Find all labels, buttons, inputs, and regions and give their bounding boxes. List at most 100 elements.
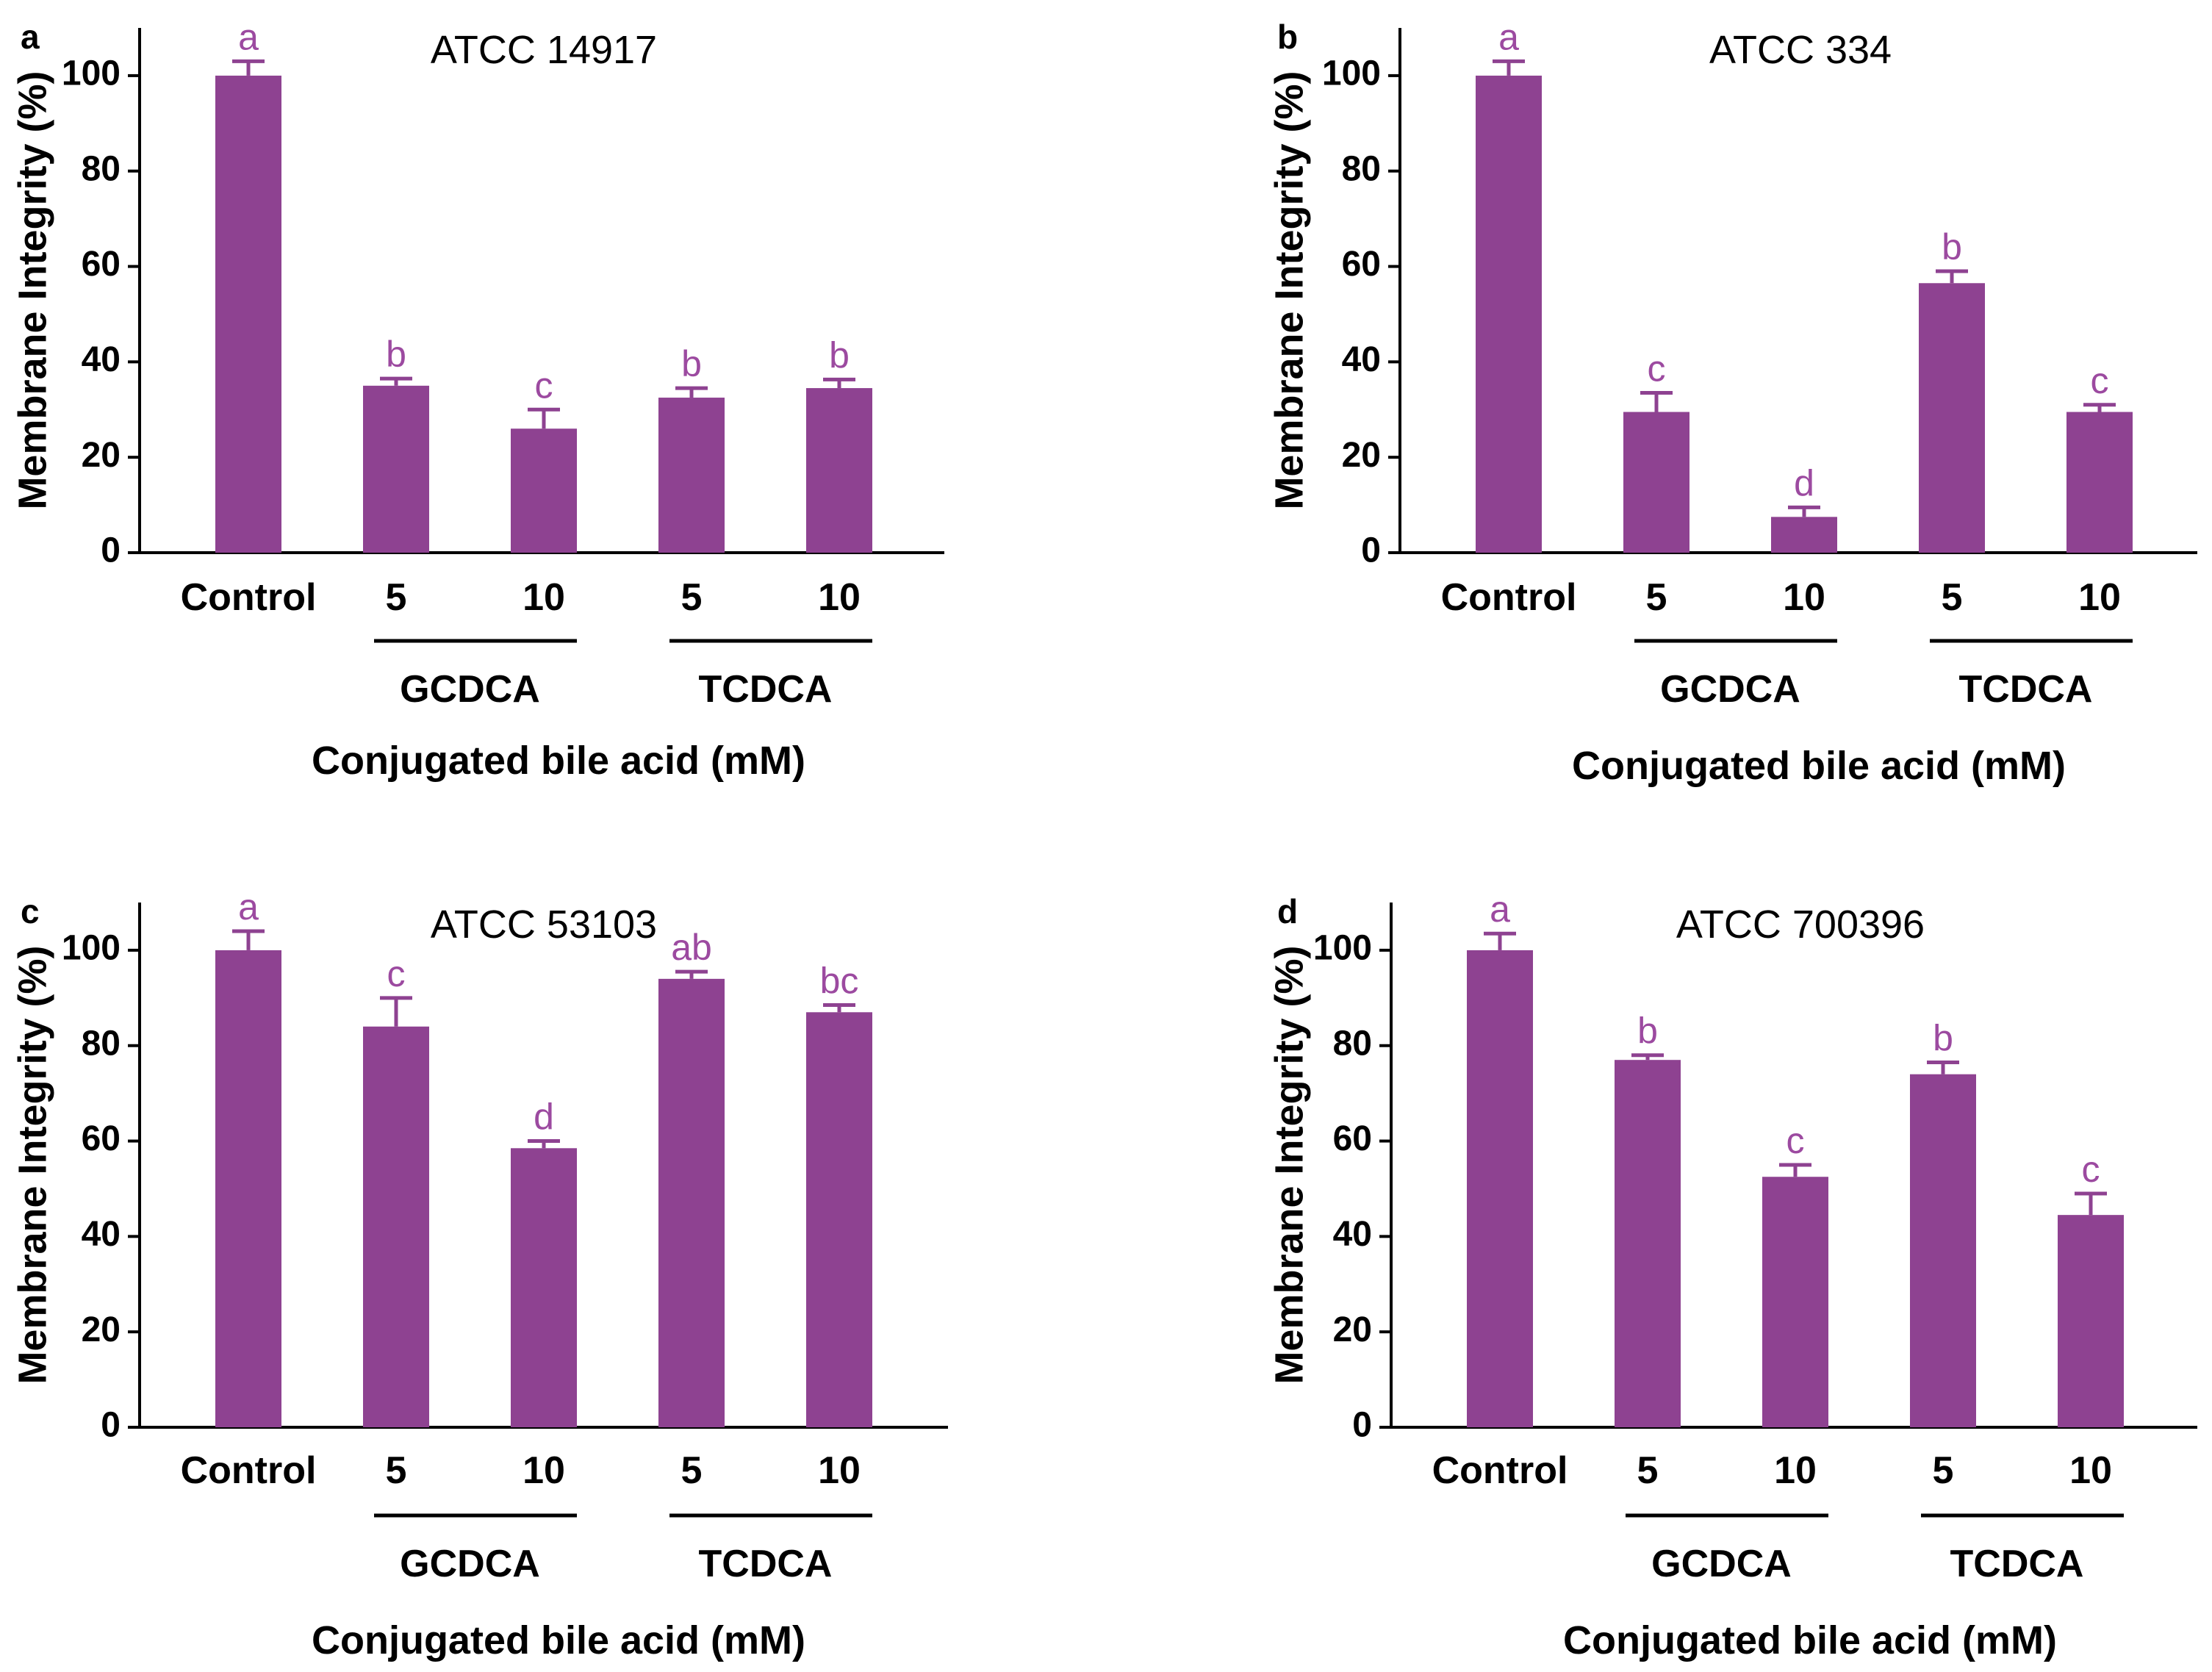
chart4-group-label: TCDCA xyxy=(1950,1543,2084,1585)
chart3-category-label: Control xyxy=(181,1449,317,1492)
chart4-title: ATCC 700396 xyxy=(1676,903,1925,947)
chart3-significance-label: d xyxy=(534,1097,554,1138)
chart3-group-label: GCDCA xyxy=(400,1543,540,1585)
chart4-y-tick-label: 100 xyxy=(1313,929,1372,968)
chart2-category-label: Control xyxy=(1441,576,1577,619)
chart4-x-axis-label: Conjugated bile acid (mM) xyxy=(1563,1618,2057,1662)
chart2-y-axis-label: Membrane Integrity (%) xyxy=(1267,71,1311,509)
chart4-category-label: 10 xyxy=(1774,1449,1817,1492)
chart1-significance-label: b xyxy=(681,343,702,384)
chart3-significance-label: a xyxy=(238,886,259,928)
chart3-y-axis-label: Membrane Integrity (%) xyxy=(10,945,54,1384)
chart1-group-label: TCDCA xyxy=(699,668,833,711)
chart4-y-tick-label: 0 xyxy=(1352,1406,1372,1445)
chart2-x-axis-label: Conjugated bile acid (mM) xyxy=(1572,744,2066,788)
chart3-category-label: 5 xyxy=(386,1449,407,1492)
chart2-bar xyxy=(1476,75,1542,553)
chart4-y-tick-label: 20 xyxy=(1333,1310,1372,1349)
chart1-y-axis-label: Membrane Integrity (%) xyxy=(10,71,54,509)
chart3-y-tick-label: 40 xyxy=(82,1215,121,1254)
chart1-group-label: GCDCA xyxy=(400,668,540,711)
chart1-category-label: 5 xyxy=(386,576,407,619)
chart3-y-tick-label: 20 xyxy=(82,1310,121,1349)
chart4-category-label: 5 xyxy=(1637,1449,1659,1492)
chart4-significance-label: c xyxy=(2082,1149,2100,1190)
chart4-y-tick-label: 60 xyxy=(1333,1119,1372,1158)
chart2-bar xyxy=(1623,412,1689,553)
chart3-title: ATCC 53103 xyxy=(431,903,657,947)
chart4-bar xyxy=(1615,1060,1681,1427)
chart4-significance-label: b xyxy=(1637,1011,1658,1052)
chart1-y-tick-label: 60 xyxy=(82,245,121,284)
chart1-significance-label: b xyxy=(829,334,850,376)
chart2-y-tick-label: 60 xyxy=(1342,245,1381,284)
chart2-bar xyxy=(2066,412,2133,553)
chart1-significance-label: c xyxy=(535,365,553,406)
chart1-y-tick-label: 40 xyxy=(82,340,121,379)
chart1-title: ATCC 14917 xyxy=(431,28,657,72)
chart2-title: ATCC 334 xyxy=(1709,28,1892,72)
chart1-bar xyxy=(511,428,577,553)
chart4-y-axis-label: Membrane Integrity (%) xyxy=(1267,945,1311,1384)
chart4-significance-label: b xyxy=(1933,1017,1953,1058)
chart3-y-tick-label: 60 xyxy=(82,1119,121,1158)
chart4-y-tick-label: 80 xyxy=(1333,1024,1372,1063)
chart1-significance-label: a xyxy=(238,16,259,57)
chart1-bar xyxy=(658,398,725,553)
chart3-bar xyxy=(363,1026,429,1427)
chart2-y-tick-label: 20 xyxy=(1342,436,1381,475)
chart1-panel-letter: a xyxy=(21,18,40,56)
chart2-y-tick-label: 100 xyxy=(1322,54,1381,93)
chart1-bar xyxy=(215,75,281,553)
chart3-bar xyxy=(658,978,725,1427)
chart1-x-axis-label: Conjugated bile acid (mM) xyxy=(312,739,805,783)
chart1-y-tick-label: 80 xyxy=(82,149,121,188)
chart1-y-tick-label: 100 xyxy=(62,54,121,93)
chart2-y-tick-label: 80 xyxy=(1342,149,1381,188)
chart2-category-label: 5 xyxy=(1646,576,1667,619)
chart3-significance-label: bc xyxy=(820,961,859,1002)
chart1-y-tick-label: 20 xyxy=(82,436,121,475)
chart4-category-label: 5 xyxy=(1933,1449,1954,1492)
chart2-category-label: 5 xyxy=(1942,576,1963,619)
chart4-bar xyxy=(1910,1074,1976,1427)
chart3-bar xyxy=(511,1148,577,1427)
chart3-group-label: TCDCA xyxy=(699,1543,833,1585)
chart2-bar xyxy=(1771,517,1837,553)
chart4-significance-label: a xyxy=(1490,889,1510,930)
chart2-group-label: GCDCA xyxy=(1660,668,1800,711)
chart1-y-tick-label: 0 xyxy=(101,531,121,570)
chart3-bar xyxy=(215,950,281,1427)
chart1-bar xyxy=(806,388,872,553)
chart2-significance-label: c xyxy=(1648,348,1666,390)
chart2-bar xyxy=(1919,283,1985,553)
chart3-x-axis-label: Conjugated bile acid (mM) xyxy=(312,1618,805,1662)
chart4-bar xyxy=(2058,1215,2124,1427)
chart2-significance-label: c xyxy=(2091,360,2109,401)
chart2-y-tick-label: 40 xyxy=(1342,340,1381,379)
chart1-category-label: 10 xyxy=(523,576,565,619)
chart1-category-label: 10 xyxy=(818,576,861,619)
chart3-y-tick-label: 80 xyxy=(82,1024,121,1063)
chart3-category-label: 5 xyxy=(681,1449,703,1492)
chart1-category-label: Control xyxy=(181,576,317,619)
chart4-category-label: Control xyxy=(1432,1449,1568,1492)
chart4-group-label: GCDCA xyxy=(1651,1543,1792,1585)
chart2-significance-label: a xyxy=(1498,16,1519,57)
chart1-bar xyxy=(363,385,429,553)
chart2-significance-label: b xyxy=(1942,226,1962,268)
chart2-category-label: 10 xyxy=(1783,576,1825,619)
chart2-y-tick-label: 0 xyxy=(1361,531,1381,570)
chart3-significance-label: c xyxy=(387,953,406,994)
chart1-category-label: 5 xyxy=(681,576,703,619)
chart3-panel-letter: c xyxy=(21,892,40,930)
chart3-y-tick-label: 0 xyxy=(101,1406,121,1445)
chart4-panel-letter: d xyxy=(1277,892,1298,930)
chart3-category-label: 10 xyxy=(818,1449,861,1492)
chart2-significance-label: d xyxy=(1794,462,1814,503)
chart4-bar xyxy=(1762,1177,1828,1427)
chart2-group-label: TCDCA xyxy=(1959,668,2093,711)
chart2-category-label: 10 xyxy=(2078,576,2121,619)
chart4-y-tick-label: 40 xyxy=(1333,1215,1372,1254)
